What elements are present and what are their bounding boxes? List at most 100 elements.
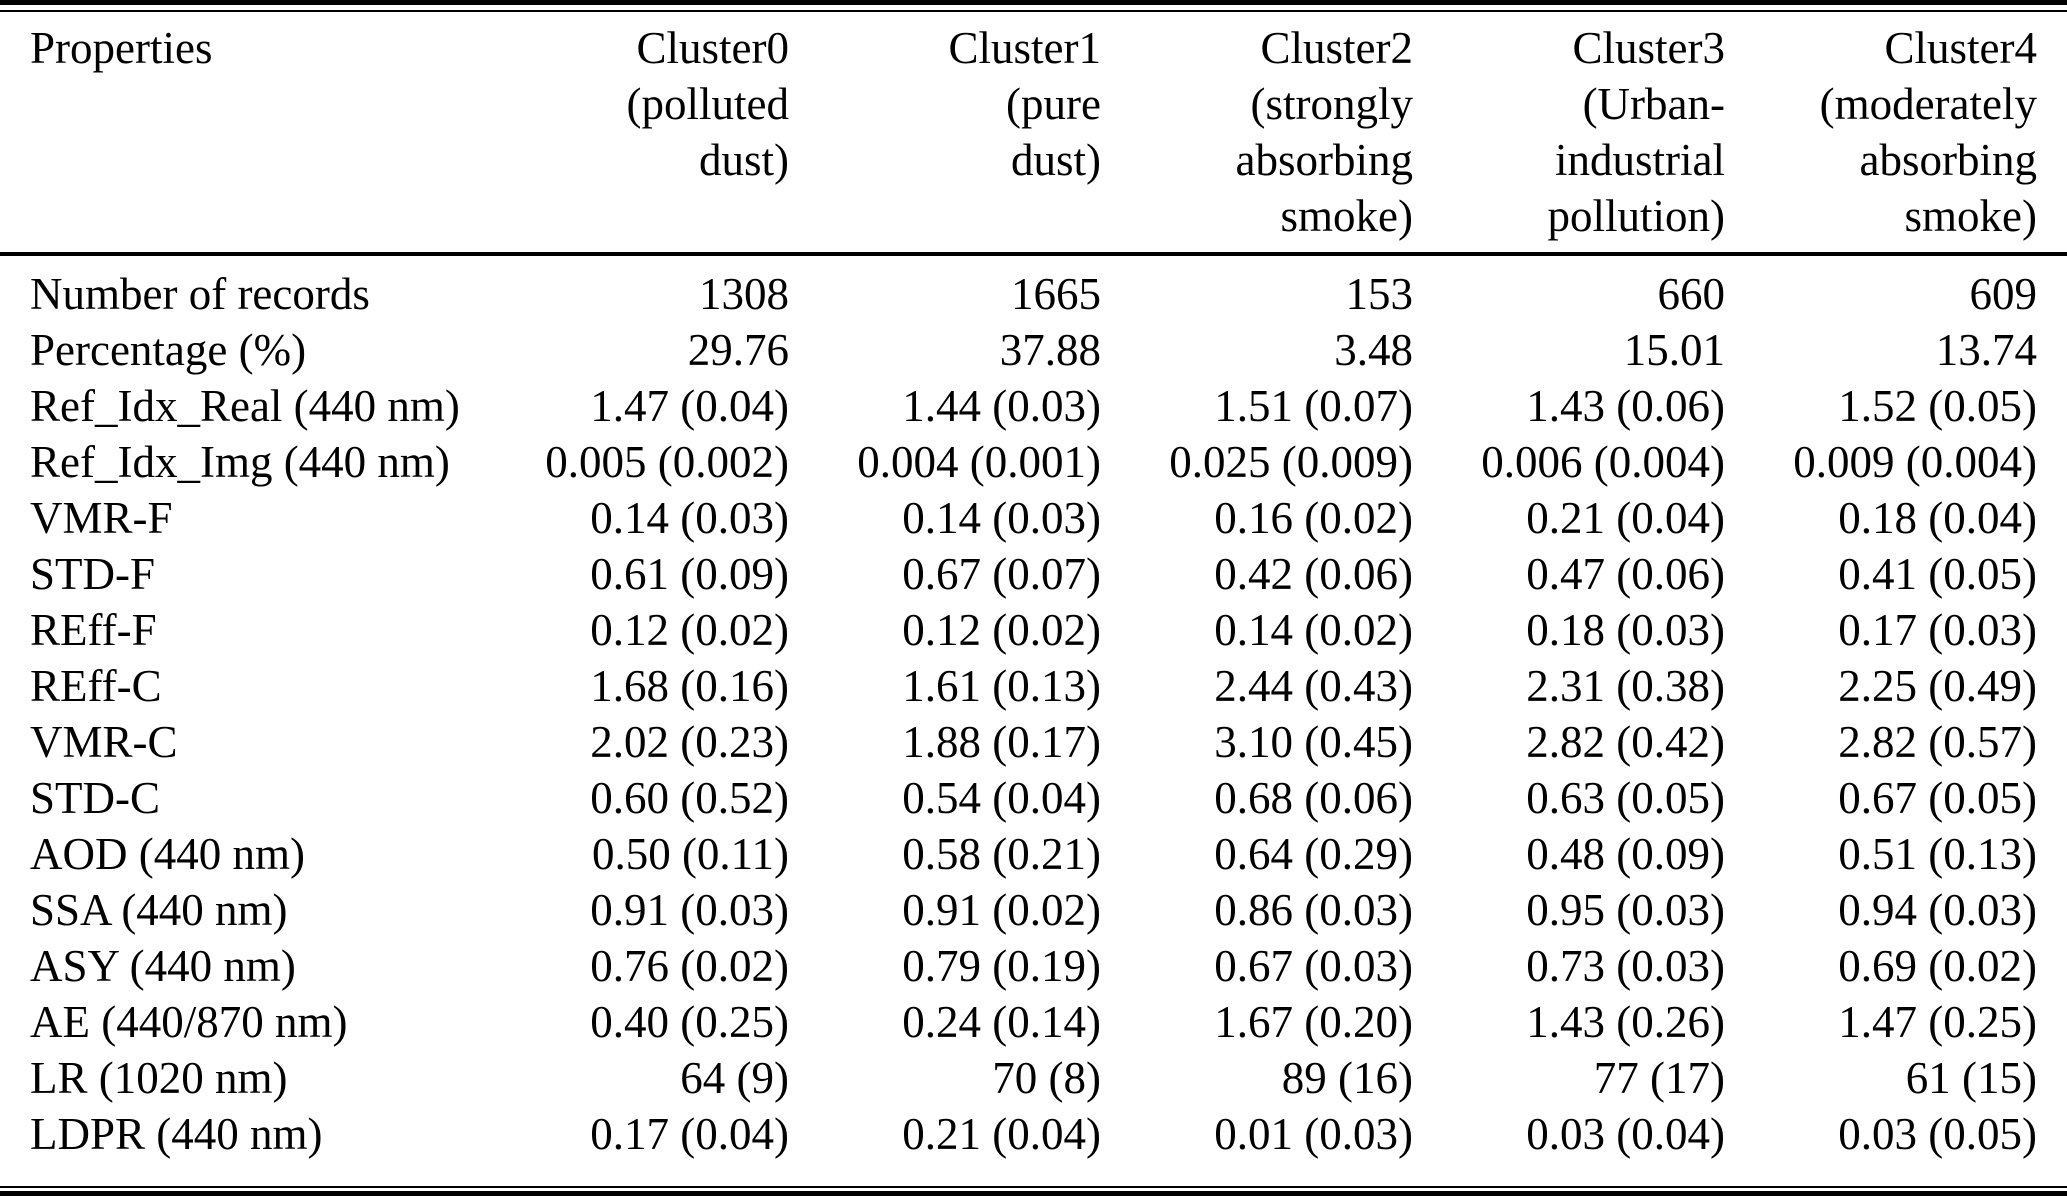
value-cell-cluster0: 0.14 (0.03): [590, 493, 789, 543]
value-cell-cluster4: 0.94 (0.03): [1838, 885, 2037, 935]
value-cell-cluster0: 0.60 (0.52): [590, 773, 789, 823]
table-row: Percentage (%) 29.76 37.88 3.48 15.01 13.74: [0, 322, 2067, 378]
value-cell-cluster1: 1665: [1011, 269, 1101, 319]
value-cell-cluster4: 0.67 (0.05): [1838, 773, 2037, 823]
value-cell-cluster3: 0.03 (0.04): [1526, 1109, 1725, 1159]
value-cell-cluster3: 2.82 (0.42): [1526, 717, 1725, 767]
table-body: Number of records 1308 1665 153 660 609 Percen…: [0, 254, 2067, 1186]
property-label: LDPR (440 nm): [30, 1109, 323, 1159]
value-cell-cluster2: 153: [1345, 269, 1414, 319]
table-row: REff-F 0.12 (0.02) 0.12 (0.02) 0.14 (0.02) 0…: [0, 602, 2067, 658]
value-cell-cluster2: 0.67 (0.03): [1214, 941, 1413, 991]
table-row: Ref_Idx_Real (440 nm) 1.47 (0.04) 1.44 (0.…: [0, 378, 2067, 434]
value-cell-cluster3: 0.006 (0.004): [1481, 437, 1725, 487]
table-row: SSA (440 nm) 0.91 (0.03) 0.91 (0.02) 0.86 (…: [0, 882, 2067, 938]
value-cell-cluster2: 89 (16): [1281, 1053, 1413, 1103]
value-cell-cluster0: 0.76 (0.02): [590, 941, 789, 991]
value-cell-cluster0: 0.12 (0.02): [590, 605, 789, 655]
value-cell-cluster2: 3.10 (0.45): [1214, 717, 1413, 767]
value-cell-cluster1: 0.58 (0.21): [902, 829, 1101, 879]
value-cell-cluster0: 1.68 (0.16): [590, 661, 789, 711]
table-row: AOD (440 nm) 0.50 (0.11) 0.58 (0.21) 0.64 (…: [0, 826, 2067, 882]
property-label: STD-F: [30, 549, 156, 599]
table-row: REff-C 1.68 (0.16) 1.61 (0.13) 2.44 (0.43) 2…: [0, 658, 2067, 714]
table-header-row: Properties Cluster0 (polluted dust) Cluste…: [0, 12, 2067, 254]
property-label: VMR-C: [30, 717, 178, 767]
value-cell-cluster1: 0.004 (0.001): [857, 437, 1101, 487]
property-label: AOD (440 nm): [30, 829, 305, 879]
value-cell-cluster3: 0.63 (0.05): [1526, 773, 1725, 823]
property-label: STD-C: [30, 773, 161, 823]
property-label: VMR-F: [30, 493, 173, 543]
value-cell-cluster3: 2.31 (0.38): [1526, 661, 1725, 711]
table-row: LR (1020 nm) 64 (9) 70 (8) 89 (16) 77 (17) 61…: [0, 1050, 2067, 1106]
value-cell-cluster1: 37.88: [999, 325, 1101, 375]
value-cell-cluster3: 0.95 (0.03): [1526, 885, 1725, 935]
value-cell-cluster2: 0.86 (0.03): [1214, 885, 1413, 935]
value-cell-cluster2: 0.64 (0.29): [1214, 829, 1413, 879]
column-header-cluster4: Cluster4 (moderately absorbing smoke): [1819, 23, 2037, 241]
property-label: REff-F: [30, 605, 157, 655]
table-row: LDPR (440 nm) 0.17 (0.04) 0.21 (0.04) 0.01 …: [0, 1106, 2067, 1186]
value-cell-cluster2: 0.68 (0.06): [1214, 773, 1413, 823]
value-cell-cluster1: 0.67 (0.07): [902, 549, 1101, 599]
value-cell-cluster2: 1.51 (0.07): [1214, 381, 1413, 431]
value-cell-cluster4: 0.41 (0.05): [1838, 549, 2037, 599]
value-cell-cluster2: 0.01 (0.03): [1214, 1109, 1413, 1159]
column-header-properties: Properties: [30, 23, 213, 73]
value-cell-cluster0: 0.91 (0.03): [590, 885, 789, 935]
table-bottom-rule-thin: [0, 1186, 2067, 1188]
column-header-cluster1: Cluster1 (pure dust): [948, 23, 1102, 185]
value-cell-cluster3: 0.73 (0.03): [1526, 941, 1725, 991]
value-cell-cluster2: 0.025 (0.009): [1169, 437, 1413, 487]
table-bottom-rule-thick: [0, 1191, 2067, 1196]
column-header-cluster2: Cluster2 (strongly absorbing smoke): [1235, 23, 1413, 241]
value-cell-cluster4: 1.47 (0.25): [1838, 997, 2037, 1047]
value-cell-cluster4: 0.18 (0.04): [1838, 493, 2037, 543]
table-row: STD-F 0.61 (0.09) 0.67 (0.07) 0.42 (0.06) 0.…: [0, 546, 2067, 602]
value-cell-cluster4: 2.82 (0.57): [1838, 717, 2037, 767]
value-cell-cluster1: 1.61 (0.13): [902, 661, 1101, 711]
value-cell-cluster0: 0.61 (0.09): [590, 549, 789, 599]
value-cell-cluster1: 0.14 (0.03): [902, 493, 1101, 543]
value-cell-cluster0: 0.40 (0.25): [590, 997, 789, 1047]
value-cell-cluster4: 0.03 (0.05): [1838, 1109, 2037, 1159]
table-row: AE (440/870 nm) 0.40 (0.25) 0.24 (0.14) 1.6…: [0, 994, 2067, 1050]
table-row: Ref_Idx_Img (440 nm) 0.005 (0.002) 0.004 (…: [0, 434, 2067, 490]
value-cell-cluster0: 29.76: [687, 325, 789, 375]
table-row: VMR-C 2.02 (0.23) 1.88 (0.17) 3.10 (0.45) 2.…: [0, 714, 2067, 770]
value-cell-cluster2: 0.14 (0.02): [1214, 605, 1413, 655]
property-label: Ref_Idx_Real (440 nm): [30, 381, 460, 431]
property-label: LR (1020 nm): [30, 1053, 288, 1103]
value-cell-cluster4: 0.009 (0.004): [1793, 437, 2037, 487]
property-label: SSA (440 nm): [30, 885, 288, 935]
value-cell-cluster0: 0.005 (0.002): [545, 437, 789, 487]
cluster-properties-table: Properties Cluster0 (polluted dust) Cluste…: [0, 12, 2067, 1186]
value-cell-cluster3: 0.21 (0.04): [1526, 493, 1725, 543]
value-cell-cluster1: 1.88 (0.17): [902, 717, 1101, 767]
column-header-cluster3: Cluster3 (Urban- industrial pollution): [1547, 23, 1726, 241]
value-cell-cluster3: 1.43 (0.26): [1526, 997, 1725, 1047]
value-cell-cluster2: 3.48: [1334, 325, 1413, 375]
value-cell-cluster1: 0.24 (0.14): [902, 997, 1101, 1047]
property-label: Ref_Idx_Img (440 nm): [30, 437, 450, 487]
column-header-cluster0: Cluster0 (polluted dust): [626, 23, 789, 185]
value-cell-cluster1: 0.91 (0.02): [902, 885, 1101, 935]
value-cell-cluster3: 0.47 (0.06): [1526, 549, 1725, 599]
value-cell-cluster0: 0.17 (0.04): [590, 1109, 789, 1159]
value-cell-cluster4: 61 (15): [1905, 1053, 2037, 1103]
value-cell-cluster0: 2.02 (0.23): [590, 717, 789, 767]
value-cell-cluster1: 0.21 (0.04): [902, 1109, 1101, 1159]
property-label: AE (440/870 nm): [30, 997, 348, 1047]
value-cell-cluster3: 0.48 (0.09): [1526, 829, 1725, 879]
value-cell-cluster1: 70 (8): [992, 1053, 1101, 1103]
table-row: Number of records 1308 1665 153 660 609: [0, 254, 2067, 322]
table-row: VMR-F 0.14 (0.03) 0.14 (0.03) 0.16 (0.02) 0.…: [0, 490, 2067, 546]
value-cell-cluster2: 0.42 (0.06): [1214, 549, 1413, 599]
value-cell-cluster2: 0.16 (0.02): [1214, 493, 1413, 543]
value-cell-cluster1: 1.44 (0.03): [902, 381, 1101, 431]
value-cell-cluster4: 0.51 (0.13): [1838, 829, 2037, 879]
value-cell-cluster0: 0.50 (0.11): [591, 829, 789, 879]
value-cell-cluster4: 0.69 (0.02): [1838, 941, 2037, 991]
